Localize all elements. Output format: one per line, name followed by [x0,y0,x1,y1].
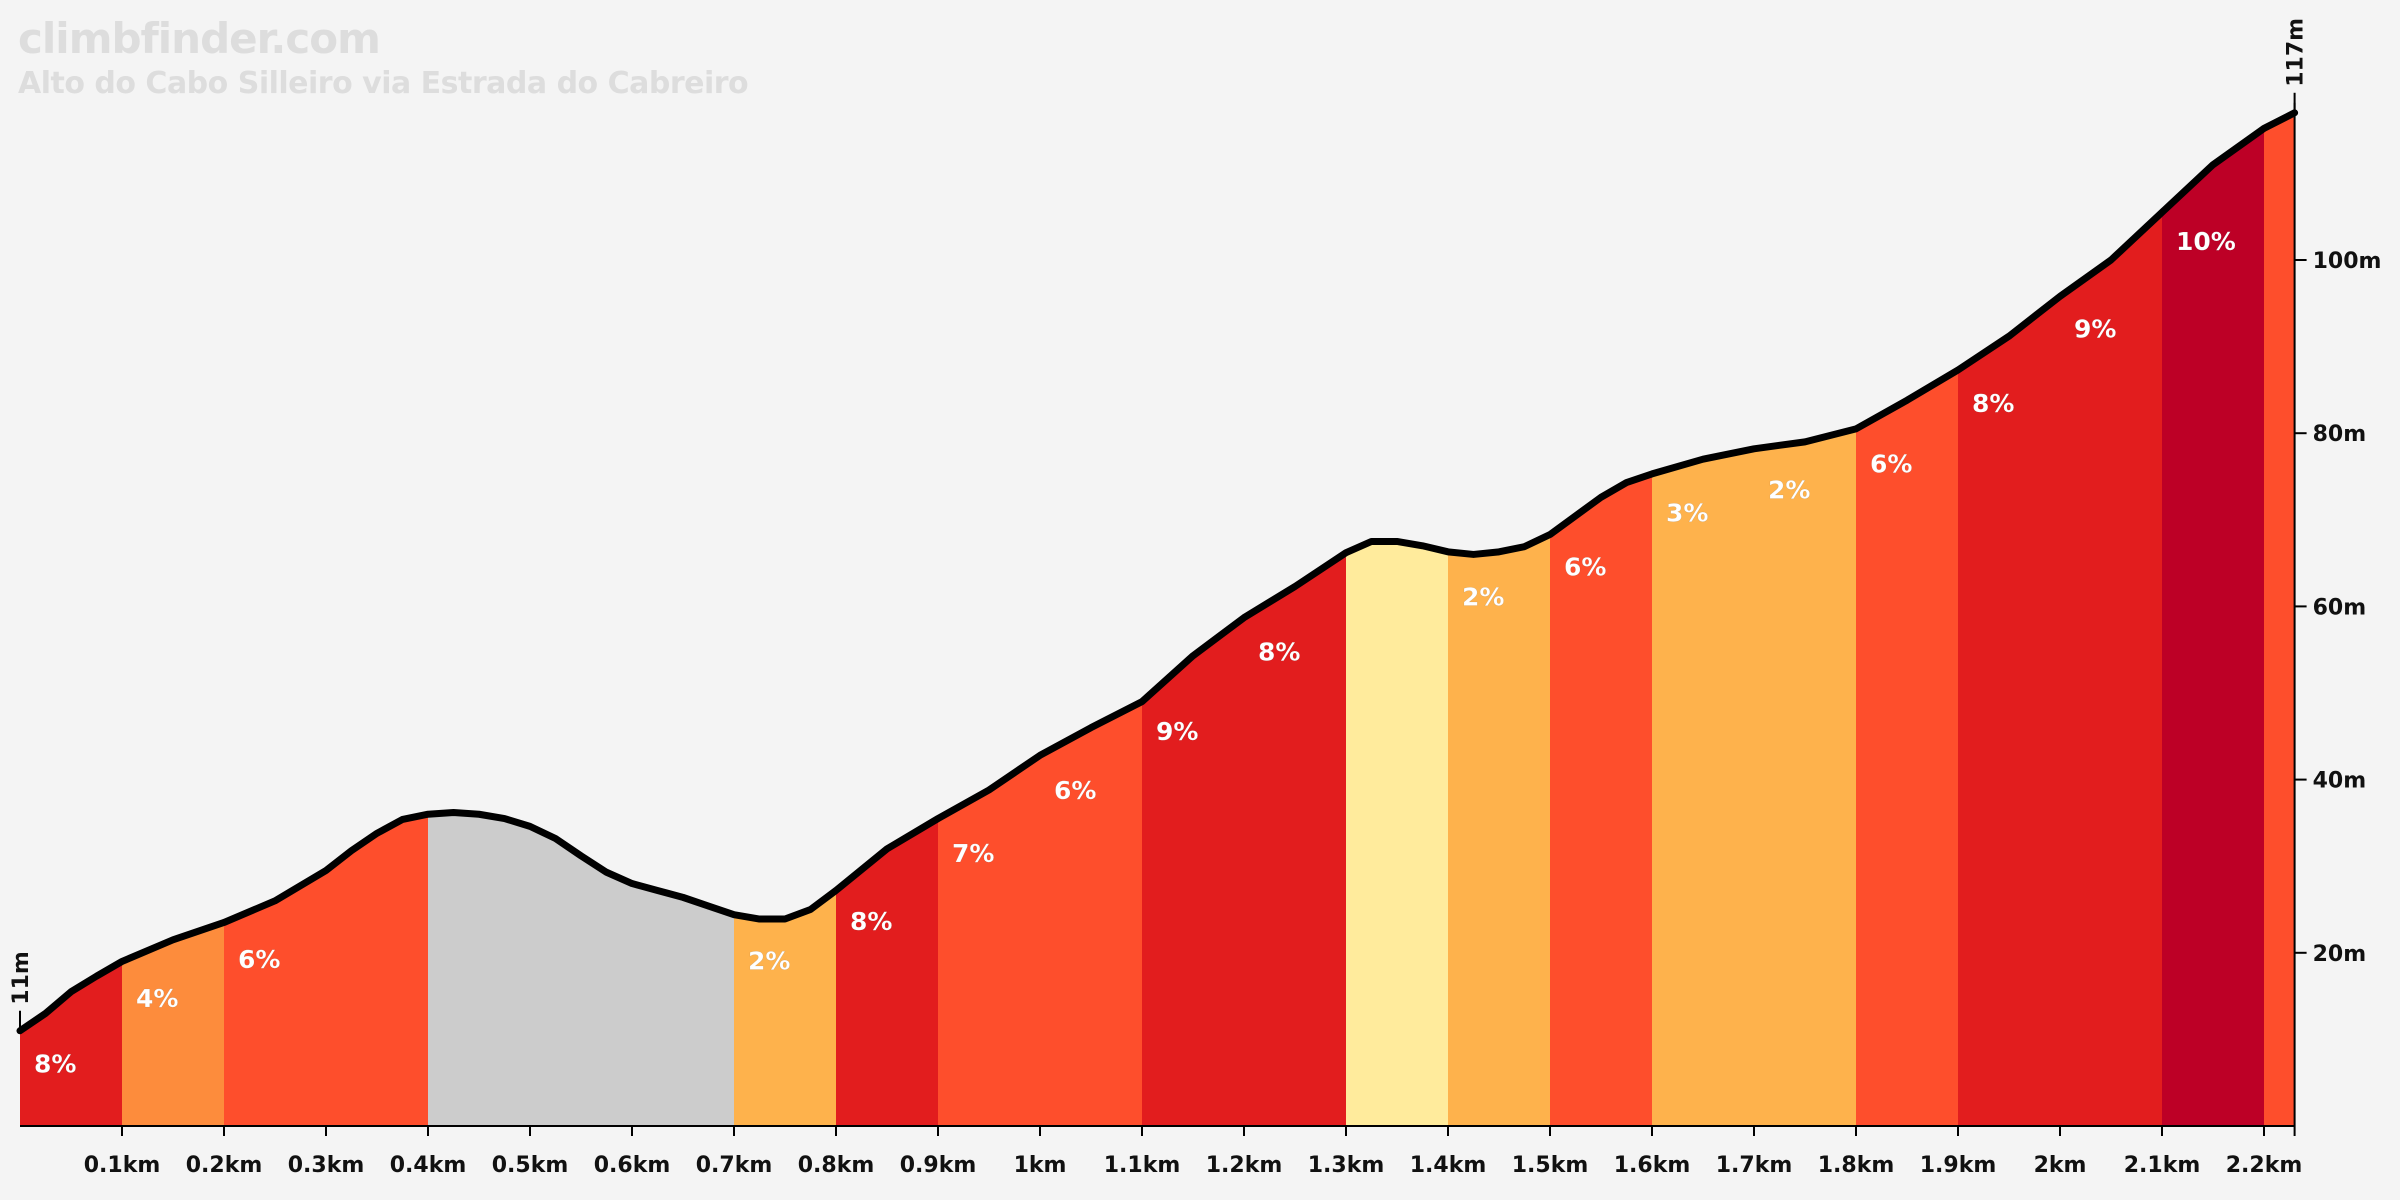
gradient-segment [20,961,122,1126]
x-tick-label: 2km [2034,1153,2087,1178]
grade-label: 2% [1768,476,1810,505]
grade-label: 7% [952,839,994,868]
gradient-segment [1142,617,1244,1126]
grade-label: 3% [1666,498,1708,527]
brand-watermark: climbfinder.com [18,14,381,63]
gradient-segment [1856,369,1958,1126]
grade-label: 2% [1462,582,1504,611]
profile-line-layer [16,109,2299,1035]
x-tick-label: 1.7km [1716,1153,1793,1178]
y-tick-label: 20m [2313,942,2367,967]
x-tick-label: 2.2km [2226,1153,2303,1178]
grade-label: 9% [1156,717,1198,746]
gradient-segment [1040,701,1142,1126]
y-tick-label: 40m [2313,769,2367,794]
gradient-segments [20,112,2295,1127]
x-tick-label: 1.6km [1614,1153,1691,1178]
gradient-segment [2162,128,2264,1127]
grade-label: 10% [2176,227,2236,256]
x-tick-label: 0.7km [696,1153,773,1178]
gradient-segment [938,755,1040,1126]
gradient-segment [1652,448,1754,1127]
grade-label: 8% [34,1049,76,1078]
gradient-segment [1346,541,1448,1126]
profile-line [16,109,2299,1035]
grade-label: 8% [1258,637,1300,666]
x-tick-label: 1.8km [1818,1153,1895,1178]
x-tick-label: 1.4km [1410,1153,1487,1178]
grade-label: 6% [1054,776,1096,805]
gradient-segment [2264,112,2295,1126]
grade-labels: 8% 4% 6% 2% 8% 7% 6% 9% 8% 2% 6% 3% 2% 6% 8% 9% 10% [34,227,2236,1079]
x-tick-label: 0.9km [900,1153,977,1178]
x-tick-label: 0.6km [594,1153,671,1178]
gradient-segment [836,818,938,1126]
grade-label: 2% [748,946,790,975]
x-tick-label: 2.1km [2124,1153,2201,1178]
end-elevation-label: 117m [2284,18,2309,87]
x-tick-label: 0.1km [84,1153,161,1178]
y-axis: 20m 40m 60m 80m 100m [2293,102,2382,1136]
start-elevation-label: 11m [9,951,34,1005]
grade-label: 8% [850,907,892,936]
grade-label: 6% [238,945,280,974]
y-tick-label: 100m [2313,249,2382,274]
gradient-segment [1958,296,2060,1126]
x-tick-label: 1.5km [1512,1153,1589,1178]
x-tick-label: 1.2km [1206,1153,1283,1178]
x-tick-label: 0.3km [288,1153,365,1178]
gradient-segment [1244,552,1346,1126]
gradient-segment [734,890,836,1126]
grade-label: 6% [1870,449,1912,478]
gradient-segment [1550,473,1652,1127]
x-tick-label: 0.4km [390,1153,467,1178]
grade-label: 4% [136,984,178,1013]
chart-title: Alto do Cabo Silleiro via Estrada do Cab… [18,66,749,101]
gradient-segment [122,922,224,1126]
grade-label: 8% [1972,389,2014,418]
y-tick-label: 80m [2313,422,2367,447]
x-tick-label: 0.2km [186,1153,263,1178]
x-tick-label: 0.5km [492,1153,569,1178]
grade-label: 9% [2074,314,2116,343]
grade-label: 6% [1564,552,1606,581]
x-tick-label: 1.1km [1104,1153,1181,1178]
y-tick-label: 60m [2313,595,2367,620]
x-tick-label: 0.8km [798,1153,875,1178]
x-axis: 0.1km 0.2km 0.3km 0.4km 0.5km 0.6km 0.7km 0.8km… [20,1125,2303,1178]
gradient-segment [1448,534,1550,1126]
x-tick-label: 1km [1014,1153,1067,1178]
endpoint-labels: 11m 117m [9,18,2309,1031]
x-tick-label: 1.9km [1920,1153,1997,1178]
gradient-segment [2060,212,2162,1126]
gradient-segment [1754,428,1856,1126]
gradient-segment [224,814,428,1126]
x-tick-label: 1.3km [1308,1153,1385,1178]
